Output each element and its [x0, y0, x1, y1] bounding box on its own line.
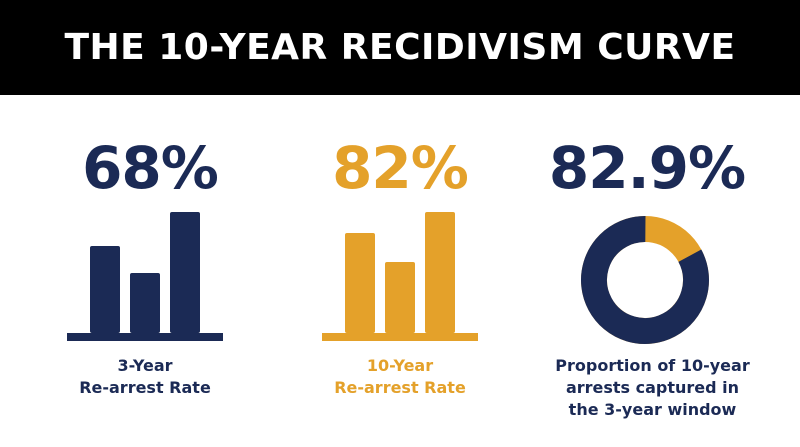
- stat-proportion: 82.9%: [548, 134, 746, 202]
- label-line: Re-arrest Rate: [79, 378, 211, 397]
- bar-2: [385, 262, 415, 333]
- bar-chart-icon: [67, 212, 223, 341]
- bar-1: [90, 246, 120, 333]
- baseline: [67, 333, 223, 341]
- label-proportion: Proportion of 10-year arrests captured i…: [520, 355, 785, 421]
- label-line: the 3-year window: [568, 400, 737, 419]
- label-line: Re-arrest Rate: [334, 378, 466, 397]
- bar-chart-icon: [322, 212, 478, 341]
- label-line: 3-Year: [117, 356, 173, 375]
- bar-2: [130, 273, 160, 333]
- title-banner: THE 10-YEAR RECIDIVISM CURVE: [0, 0, 800, 95]
- label-line: 10-Year: [366, 356, 434, 375]
- label-line: Proportion of 10-year: [555, 356, 750, 375]
- stat-10-year-rate: 82%: [332, 134, 469, 202]
- stat-3-year-rate: 68%: [82, 134, 219, 202]
- bar-3: [170, 212, 200, 333]
- baseline: [322, 333, 478, 341]
- donut-chart-icon: [581, 216, 709, 344]
- label-line: arrests captured in: [565, 378, 740, 397]
- label-10-year: 10-Year Re-arrest Rate: [275, 355, 525, 399]
- donut-main-segment: [581, 216, 709, 344]
- bar-1: [345, 233, 375, 333]
- label-3-year: 3-Year Re-arrest Rate: [20, 355, 270, 399]
- page-title: THE 10-YEAR RECIDIVISM CURVE: [64, 27, 736, 68]
- bar-3: [425, 212, 455, 333]
